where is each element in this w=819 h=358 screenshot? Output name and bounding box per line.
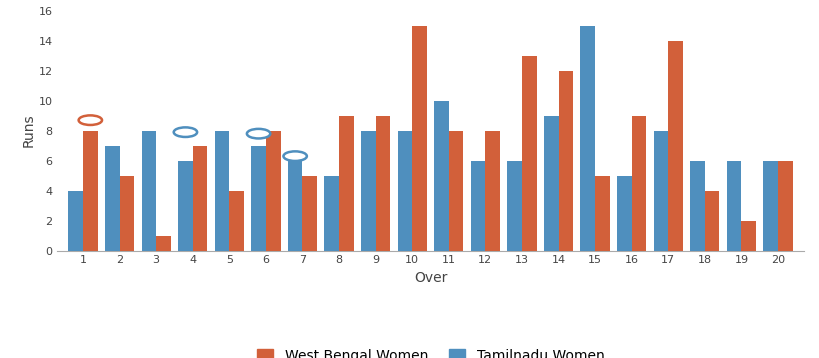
Bar: [507, 161, 522, 251]
Bar: [251, 146, 265, 251]
Bar: [178, 161, 192, 251]
Circle shape: [283, 151, 306, 161]
Bar: [558, 71, 572, 251]
Bar: [156, 236, 170, 251]
Bar: [617, 176, 631, 251]
Bar: [653, 131, 667, 251]
Bar: [740, 221, 755, 251]
Bar: [375, 116, 390, 251]
Bar: [433, 101, 448, 251]
Circle shape: [174, 127, 197, 137]
Bar: [690, 161, 704, 251]
Bar: [777, 161, 792, 251]
Bar: [522, 56, 536, 251]
Bar: [631, 116, 645, 251]
Bar: [324, 176, 338, 251]
Bar: [142, 131, 156, 251]
Bar: [302, 176, 317, 251]
Bar: [287, 161, 302, 251]
Bar: [580, 26, 595, 251]
Bar: [595, 176, 609, 251]
Bar: [397, 131, 412, 251]
Circle shape: [247, 129, 270, 139]
Bar: [338, 116, 353, 251]
Bar: [265, 131, 280, 251]
Bar: [448, 131, 463, 251]
Bar: [68, 190, 83, 251]
Bar: [83, 131, 97, 251]
Bar: [105, 146, 120, 251]
Bar: [360, 131, 375, 251]
Y-axis label: Runs: Runs: [21, 114, 35, 147]
Bar: [667, 41, 682, 251]
Bar: [470, 161, 485, 251]
Legend: West Bengal Women, Tamilnadu Women: West Bengal Women, Tamilnadu Women: [251, 343, 609, 358]
Bar: [543, 116, 558, 251]
Bar: [726, 161, 740, 251]
Bar: [412, 26, 427, 251]
Bar: [215, 131, 229, 251]
Circle shape: [79, 115, 102, 125]
Bar: [762, 161, 777, 251]
X-axis label: Over: Over: [414, 271, 446, 285]
Bar: [120, 176, 134, 251]
Bar: [485, 131, 500, 251]
Bar: [704, 190, 718, 251]
Bar: [229, 190, 244, 251]
Bar: [192, 146, 207, 251]
